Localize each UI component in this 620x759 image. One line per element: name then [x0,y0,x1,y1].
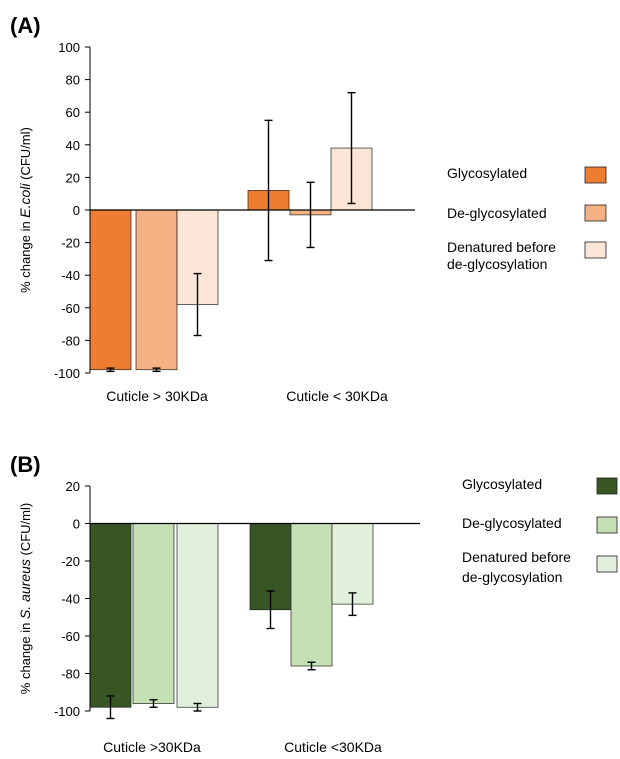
y-axis-title: % change in S. aureus (CFU/ml) [17,503,33,694]
bar [331,523,374,605]
y-tick-label: -100 [54,704,80,719]
legend-swatch [584,166,607,184]
error-bar [266,590,275,630]
chart-b: (B) % change in S. aureus (CFU/ml) 20 0 -20 -… [10,452,618,755]
y-tick-label: 20 [66,170,80,185]
y-tick-label: -100 [54,366,80,381]
error-bar [193,272,202,337]
y-axis-title-species: E.coli [17,183,33,218]
x-category-label: Cuticle > 30KDa [106,388,208,404]
legend-label: De-glycosylated [447,205,547,221]
legend-label: De-glycosylated [462,515,562,531]
legend-label: Denatured before de-glycosylation [447,239,556,272]
legend-label-line: de-glycosylation [447,256,547,272]
legend-label: Glycosylated [462,476,542,492]
y-tick-label: 80 [66,73,80,88]
error-bar [193,702,202,712]
error-bar [106,695,115,720]
x-category-label: Cuticle <30KDa [284,739,382,755]
legend-label: Denatured before de-glycosylation [462,549,571,585]
error-bar [106,367,115,373]
y-tick-label: -80 [61,667,80,682]
y-axis-title-part: % change in [18,619,33,694]
legend-swatch [584,241,607,259]
bar [135,209,178,371]
x-category-label: Cuticle >30KDa [103,739,201,755]
error-bar [348,592,357,617]
legend-label-line: de-glycosylation [462,569,562,585]
bar [89,523,132,708]
error-bar [347,91,356,205]
y-tick-label: 0 [73,517,80,532]
panel-label: (A) [10,13,41,38]
y-axis-title-unit: (CFU/ml) [18,127,33,183]
y-tick-label: -40 [61,592,80,607]
legend-label-line: Glycosylated [447,165,527,181]
y-tick-label: -80 [61,333,80,348]
y-tick-label: -20 [61,554,80,569]
legend-label-line: Denatured before [462,549,571,565]
error-bar [307,661,316,671]
legend-label-line: Denatured before [447,239,556,255]
error-bar [264,119,273,262]
y-axis-title: % change in E.coli (CFU/ml) [17,127,33,293]
bar [89,209,132,371]
bar [290,523,333,667]
error-bar [306,181,315,249]
legend-label: Glycosylated [447,165,527,181]
y-tick-label: 0 [73,203,80,218]
error-bar [152,367,161,373]
x-category-label: Cuticle < 30KDa [286,388,388,404]
legend-label-line: De-glycosylated [462,515,562,531]
y-axis-title-species: S. aureus [17,559,33,619]
y-axis-title-part: % change in [18,218,33,293]
y-tick-label: -60 [61,629,80,644]
y-tick-label: 100 [58,40,80,55]
y-tick-label: -20 [61,236,80,251]
legend-swatch [596,477,618,495]
bar [132,523,175,704]
y-tick-label: 40 [66,138,80,153]
chart-a: (A) % change in E.coli (CFU/ml) 100 80 60 40 2… [10,13,607,404]
legend-swatch [584,204,607,222]
legend-swatch [596,516,618,534]
legend-label-line: De-glycosylated [447,205,547,221]
y-axis-title-unit: (CFU/ml) [18,503,33,559]
y-tick-label: -40 [61,268,80,283]
y-tick-label: 60 [66,105,80,120]
panel-label: (B) [10,452,41,477]
y-tick-label: 20 [66,479,80,494]
y-tick-label: -60 [61,301,80,316]
legend-label-line: Glycosylated [462,476,542,492]
legend-swatch [596,555,618,573]
bar [176,523,219,708]
error-bar [149,699,158,708]
